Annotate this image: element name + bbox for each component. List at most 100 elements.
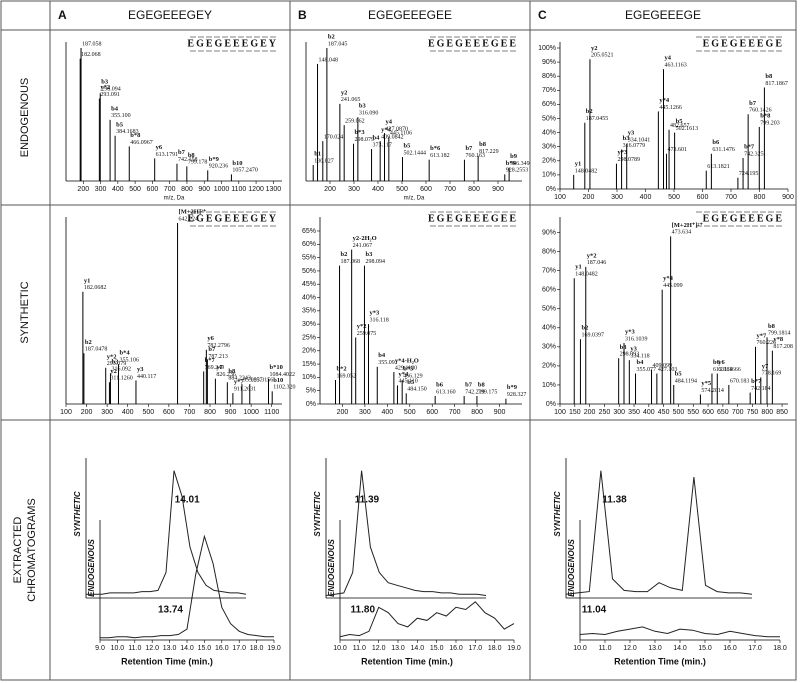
ion-label: y*3 [617, 149, 628, 156]
y-tick-label: 40% [302, 294, 316, 301]
ion-label: b*5 [403, 366, 414, 373]
ion-label: b5 [404, 143, 412, 150]
ion-label: b8 [478, 381, 486, 388]
ion-label: y*2 [107, 353, 117, 360]
ion-label: y*2 [587, 252, 597, 259]
y-tick-label: 30% [542, 144, 556, 151]
ion-label: b2 [85, 339, 92, 346]
ion-label: b5 [407, 379, 415, 386]
mz-label: 955.257 [243, 377, 263, 383]
mz-label: 920.236 [209, 164, 229, 170]
y-tick-label: 5% [306, 388, 316, 395]
ion-label: b4 [637, 359, 645, 366]
x-tick-label: 400 [122, 409, 134, 416]
ion-label: b*8 [130, 132, 141, 139]
x-tick-label: 800 [761, 409, 773, 416]
x-tick-label: 800 [471, 409, 483, 416]
mz-label: 440.117 [137, 374, 156, 380]
series-label: ENDOGENOUS [87, 538, 96, 596]
x-tick-label: 9.0 [95, 645, 105, 652]
mz-label: 148.0482 [575, 272, 598, 278]
ion-label: y7 [216, 364, 223, 371]
x-tick-label: 10.0 [111, 645, 125, 652]
ion-label: [M+2H⁺]²⁺ [672, 222, 704, 229]
x-tick-label: 600 [702, 409, 714, 416]
x-tick-label: 10.0 [573, 645, 587, 652]
x-tick-label: 11.0 [128, 645, 141, 652]
mz-label: 445.1266 [659, 105, 682, 111]
mz-label: 334.118 [630, 354, 649, 360]
x-tick-label: 900 [494, 409, 506, 416]
x-tick-label: 500 [668, 194, 680, 201]
ion-label: b10 [232, 160, 242, 167]
peak-annotation: 11.80 [351, 605, 376, 616]
ion-label: b6 [712, 139, 720, 146]
ion-label: b8 [228, 368, 236, 375]
mz-label: 613.160 [436, 389, 456, 395]
mz-label: 473.634 [672, 230, 692, 236]
ion-label: y*4 [381, 127, 392, 134]
mz-label: 760.226 [756, 340, 776, 346]
mz-label: 502.1444 [404, 150, 427, 156]
mz-label: 928.327 [507, 392, 527, 398]
x-tick-label: 400 [640, 194, 652, 201]
x-tick-label: 300 [359, 409, 371, 416]
mz-label: 463.1163 [664, 63, 686, 69]
mz-label: 187.0478 [85, 347, 108, 353]
sequence-glyph: EGEGEEEGE [703, 213, 784, 224]
x-tick-label: 16.0 [723, 645, 737, 652]
row-label: ENDOGENOUS [19, 78, 31, 157]
x-tick-label: 300 [95, 186, 107, 193]
mz-label: 760.1426 [749, 108, 772, 114]
x-tick-label: 400 [112, 186, 124, 193]
mz-label: 316.090 [359, 111, 379, 117]
sequence-glyph: EGEGEEEGEE [428, 213, 518, 224]
trace [565, 470, 753, 595]
ion-label: b7 [465, 145, 473, 152]
x-tick-label: 1200 [248, 186, 264, 193]
x-tick-label: 17.0 [469, 645, 483, 652]
ion-label: y*4 [659, 97, 670, 104]
x-tick-label: 18.0 [488, 645, 502, 652]
mz-label: 170.024 [324, 134, 344, 140]
mz-label: 298.079 [355, 137, 375, 143]
y-tick-label: 50% [542, 115, 556, 122]
ion-label: y*5 [701, 380, 712, 387]
mz-label: 334.1041 [628, 137, 651, 143]
ion-label: b3 [359, 103, 367, 110]
ion-label: b4 [373, 135, 381, 142]
mz-label: 355.091 [378, 360, 398, 366]
ion-label: b8 [188, 152, 196, 159]
x-axis-title: Retention Time (min.) [614, 656, 706, 666]
ion-label: b7 [465, 381, 473, 388]
mz-label: 355.100 [111, 113, 131, 119]
y-tick-label: 10% [542, 382, 556, 389]
mz-label: 799.178 [188, 160, 208, 166]
ion-label: b6 [713, 359, 721, 366]
mz-label: 778.169 [762, 371, 782, 377]
series-label: SYNTHETIC [73, 491, 82, 537]
y-tick-label: 15% [302, 361, 316, 368]
y-tick-label: 20% [302, 348, 316, 355]
y-tick-label: 30% [542, 344, 556, 351]
x-tick-label: 600 [697, 194, 709, 201]
ion-label: b5 [676, 118, 684, 125]
ion-label: b3 [365, 251, 373, 258]
trace [339, 601, 515, 638]
ion-label: b4 [111, 105, 119, 112]
y-tick-label: 0% [546, 186, 556, 193]
mz-label: 993.3156 [251, 377, 273, 383]
mz-label: 445.110 [398, 379, 417, 385]
column-sequence: EGEGEEEGEE [368, 8, 452, 22]
mz-label: 911.2631 [234, 387, 256, 393]
x-tick-label: 250 [599, 409, 611, 416]
ion-label: y*7 [756, 332, 767, 339]
mz-label: 1057.2470 [232, 168, 258, 174]
ion-label: b3 [101, 79, 109, 86]
trace [325, 470, 487, 596]
ion-label: b5 [675, 370, 683, 377]
x-tick-label: 200 [337, 409, 349, 416]
y-tick-label: 100% [538, 45, 556, 52]
